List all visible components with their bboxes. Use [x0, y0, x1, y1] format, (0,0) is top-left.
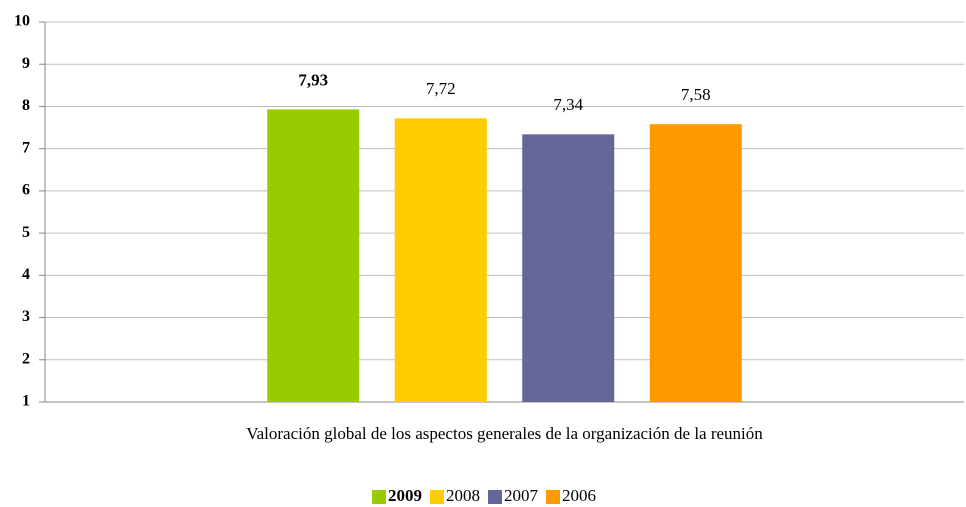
legend-swatch: [430, 490, 444, 504]
x-tick-label: Valoración global de los aspectos genera…: [246, 424, 763, 443]
y-tick-label: 9: [22, 55, 30, 72]
y-tick-label: 2: [22, 350, 30, 367]
y-tick-label: 5: [22, 224, 30, 241]
legend-label: 2008: [446, 486, 480, 505]
legend-swatch: [546, 490, 560, 504]
y-tick-label: 4: [22, 266, 30, 283]
data-label: 7,34: [553, 95, 583, 114]
legend-swatch: [488, 490, 502, 504]
bar: [649, 124, 742, 402]
y-tick-label: 6: [22, 182, 30, 199]
data-label: 7,93: [298, 70, 328, 89]
data-label: 7,58: [681, 85, 711, 104]
legend-label: 2009: [388, 486, 422, 505]
legend-label: 2007: [504, 486, 539, 505]
legend-swatch: [372, 490, 386, 504]
y-tick-label: 3: [22, 308, 30, 325]
y-tick-label: 7: [22, 139, 30, 156]
y-tick-label: 1: [22, 393, 30, 410]
y-tick-label: 10: [14, 13, 30, 30]
y-tick-label: 8: [22, 97, 30, 114]
data-label: 7,72: [426, 79, 456, 98]
legend-label: 2006: [562, 486, 596, 505]
bar: [394, 118, 487, 403]
bar: [267, 109, 360, 403]
bar: [522, 134, 615, 403]
